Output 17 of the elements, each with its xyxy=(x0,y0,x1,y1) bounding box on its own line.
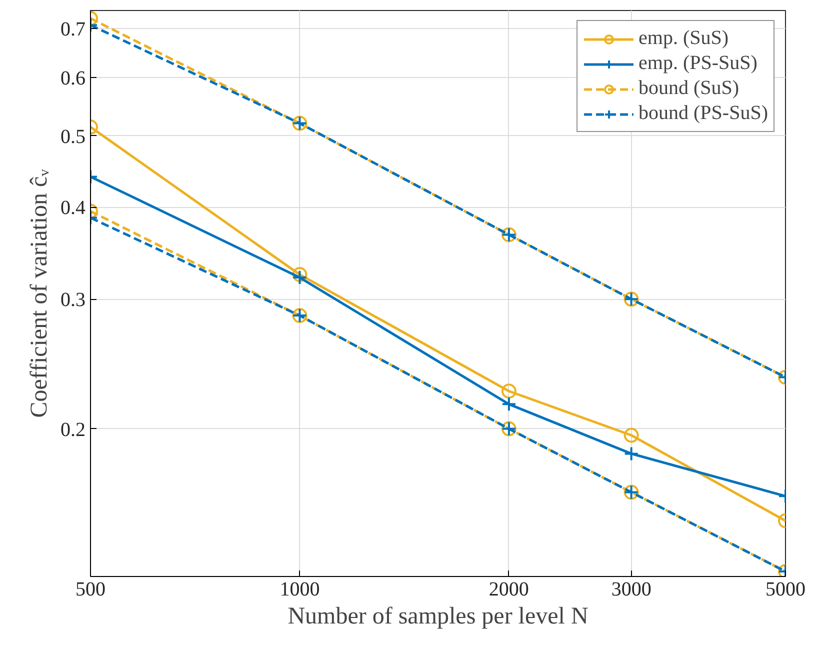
x-tick-label: 500 xyxy=(76,578,106,600)
y-tick-label: 0.4 xyxy=(60,197,86,220)
y-tick-label: 0.2 xyxy=(60,418,86,441)
y-tick-label: 0.3 xyxy=(60,289,86,312)
x-tick-label: 3000 xyxy=(611,578,652,600)
legend-label: bound (SuS) xyxy=(638,77,740,100)
x-tick-label: 2000 xyxy=(488,578,529,600)
y-axis-title: Coefficient of variation ĉᵥ xyxy=(26,168,52,418)
legend-label: emp. (PS-SuS) xyxy=(638,52,758,75)
x-tick-label: 1000 xyxy=(280,578,320,600)
x-axis-title: Number of samples per level N xyxy=(288,604,588,630)
legend-label: bound (PS-SuS) xyxy=(638,102,768,125)
y-tick-label: 0.5 xyxy=(60,126,86,148)
y-tick-label: 0.6 xyxy=(60,68,86,90)
x-tick-label: 5000 xyxy=(766,578,806,600)
y-tick-label: 0.7 xyxy=(60,18,86,40)
legend-label: emp. (SuS) xyxy=(638,27,729,50)
